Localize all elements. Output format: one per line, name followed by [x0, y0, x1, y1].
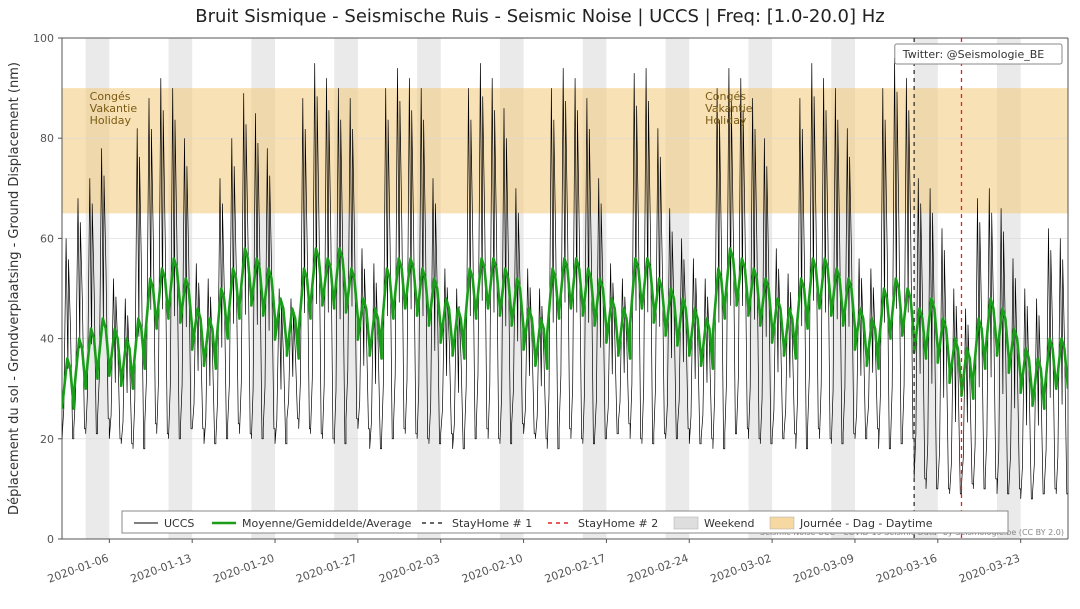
ytick-label: 20: [40, 433, 54, 446]
y-axis-label: Déplacement du sol - Grondverplaatsing -…: [7, 62, 22, 515]
legend-item-label: UCCS: [164, 517, 194, 530]
legend-item-label: StayHome # 1: [452, 517, 532, 530]
seismic-noise-chart: 0204060801002020-01-062020-01-132020-01-…: [0, 0, 1080, 609]
ytick-label: 60: [40, 232, 54, 245]
legend-item-label: StayHome # 2: [578, 517, 658, 530]
legend-item-label: Journée - Dag - Daytime: [799, 517, 933, 530]
holiday-annotation: Holiday: [90, 114, 132, 127]
legend-item-label: Moyenne/Gemiddelde/Average: [242, 517, 412, 530]
chart-title: Bruit Sismique - Seismische Ruis - Seism…: [195, 6, 884, 27]
ytick-label: 100: [33, 32, 54, 45]
holiday-annotation: Holiday: [705, 114, 747, 127]
ytick-label: 80: [40, 132, 54, 145]
legend-item-label: Weekend: [704, 517, 754, 530]
twitter-text: Twitter: @Seismologie_BE: [902, 48, 1044, 61]
ytick-label: 0: [47, 533, 54, 546]
ytick-label: 40: [40, 333, 54, 346]
